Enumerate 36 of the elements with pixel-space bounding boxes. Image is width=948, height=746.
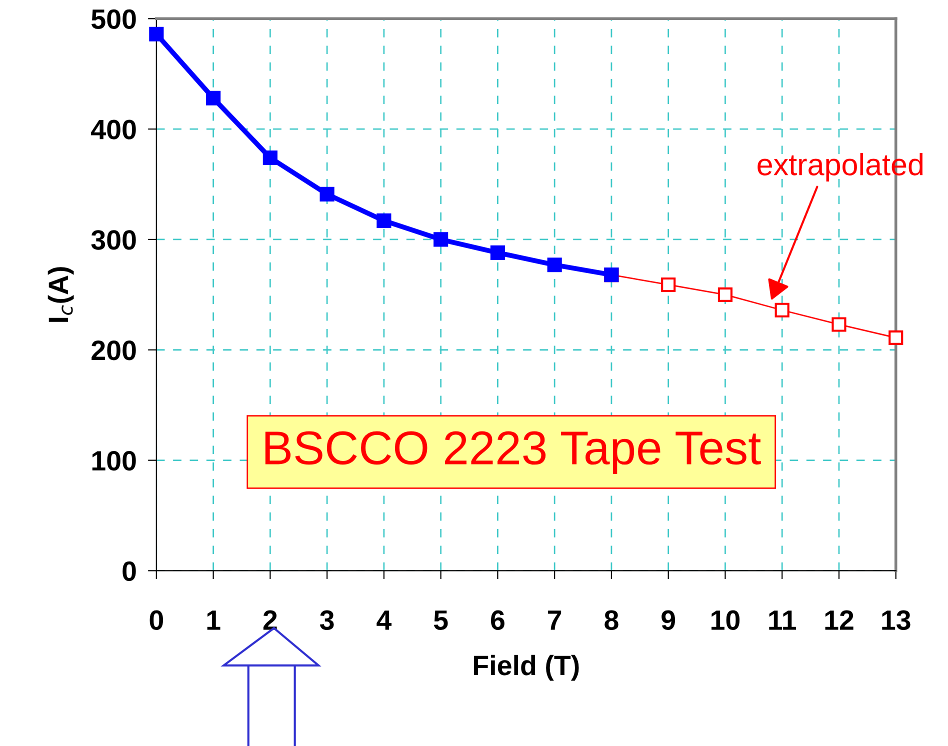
point xyxy=(320,186,334,202)
point xyxy=(661,277,676,292)
x-tick-label: 7 xyxy=(548,610,562,630)
annotation: BSCCO 2223 Tape Test xyxy=(265,431,761,474)
y-tick-label: 100 xyxy=(92,450,136,471)
x-tick-label: 11 xyxy=(769,610,796,630)
x-tick-label: 1 xyxy=(207,610,220,630)
x-tick-label: 9 xyxy=(662,610,676,630)
point xyxy=(490,245,505,260)
point xyxy=(206,90,221,106)
x-tick-label: 3 xyxy=(320,610,334,630)
x-tick-label: 12 xyxy=(825,610,854,630)
y-tick-label: 200 xyxy=(92,340,136,360)
point xyxy=(149,26,164,42)
point xyxy=(262,150,278,166)
point xyxy=(434,232,448,247)
point xyxy=(376,213,392,228)
point xyxy=(888,330,904,346)
x-tick-label: 10 xyxy=(712,610,740,630)
x-tick-label: 6 xyxy=(490,610,504,630)
annotation: extrapolated xyxy=(758,153,923,182)
x-tick-label: 5 xyxy=(434,610,448,630)
y-tick-label: 300 xyxy=(91,230,136,250)
x-tick-label: 8 xyxy=(604,610,618,630)
y-tick-label: 400 xyxy=(91,120,136,140)
point xyxy=(774,302,790,318)
x-tick-label: 4 xyxy=(376,610,392,630)
y-axis-title: I$_{c}$(A) xyxy=(48,267,74,322)
y-tick-label: 0 xyxy=(122,561,136,582)
point xyxy=(718,287,733,302)
x-tick-label: 13 xyxy=(882,610,910,630)
x-axis-title: Field (T) xyxy=(474,654,579,681)
x-tick-label: 0 xyxy=(150,610,164,630)
point xyxy=(547,258,562,272)
point xyxy=(832,317,846,332)
y-tick-label: 500 xyxy=(91,9,136,29)
